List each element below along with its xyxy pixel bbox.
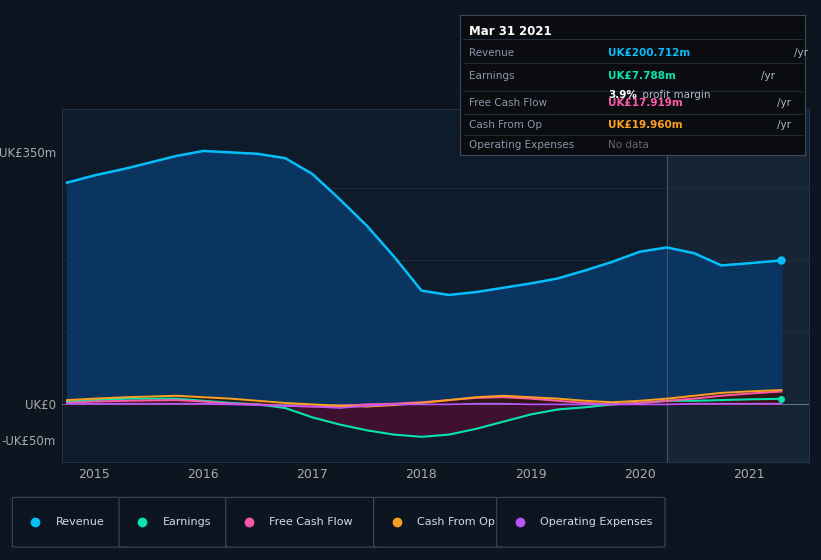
FancyBboxPatch shape [226, 497, 378, 547]
Text: 3.9%: 3.9% [608, 90, 637, 100]
Text: /yr: /yr [794, 48, 808, 58]
Text: UK£17.919m: UK£17.919m [608, 98, 683, 108]
Text: Operating Expenses: Operating Expenses [469, 140, 574, 150]
Text: profit margin: profit margin [640, 90, 711, 100]
Text: No data: No data [608, 140, 649, 150]
Text: Mar 31 2021: Mar 31 2021 [469, 25, 551, 38]
FancyBboxPatch shape [497, 497, 665, 547]
FancyBboxPatch shape [12, 497, 123, 547]
Bar [667, 109, 809, 462]
Text: UK£7.788m: UK£7.788m [608, 71, 677, 81]
Text: Earnings: Earnings [163, 517, 211, 527]
Text: UK£19.960m: UK£19.960m [608, 120, 683, 130]
Text: Free Cash Flow: Free Cash Flow [269, 517, 353, 527]
Text: Operating Expenses: Operating Expenses [540, 517, 653, 527]
Text: Cash From Op: Cash From Op [469, 120, 542, 130]
Text: Revenue: Revenue [56, 517, 104, 527]
FancyBboxPatch shape [374, 497, 501, 547]
Text: Cash From Op: Cash From Op [417, 517, 495, 527]
Text: Earnings: Earnings [469, 71, 514, 81]
FancyBboxPatch shape [119, 497, 230, 547]
Text: Free Cash Flow: Free Cash Flow [469, 98, 547, 108]
Text: Revenue: Revenue [469, 48, 514, 58]
Text: UK£200.712m: UK£200.712m [608, 48, 690, 58]
Text: /yr: /yr [777, 98, 791, 108]
Text: /yr: /yr [777, 120, 791, 130]
Text: /yr: /yr [761, 71, 775, 81]
